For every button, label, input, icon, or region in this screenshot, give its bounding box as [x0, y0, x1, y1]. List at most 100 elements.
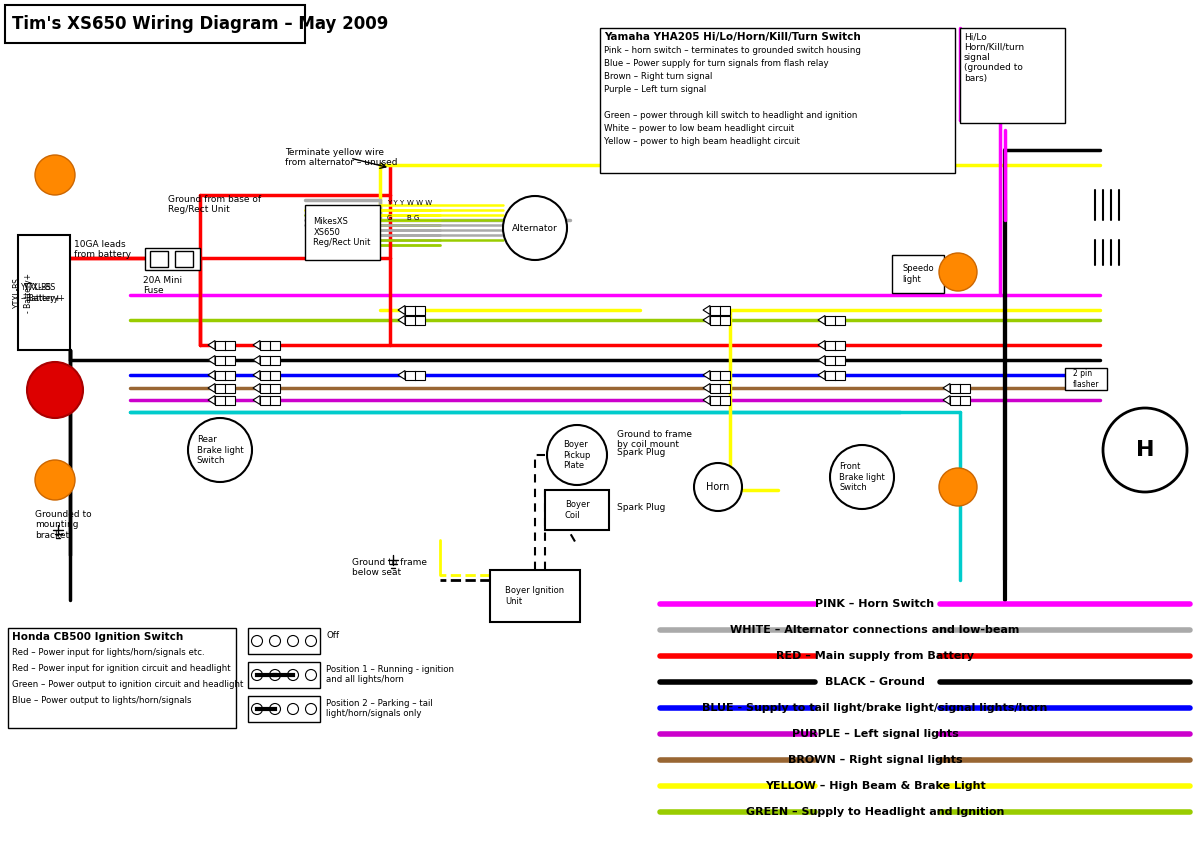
Text: Honda CB500 Ignition Switch: Honda CB500 Ignition Switch — [12, 632, 184, 642]
Polygon shape — [253, 371, 260, 379]
Text: Alternator: Alternator — [512, 223, 558, 233]
Circle shape — [252, 704, 263, 715]
Circle shape — [288, 636, 299, 647]
Text: YELLOW – High Beam & Brake Light: YELLOW – High Beam & Brake Light — [764, 781, 985, 791]
Text: Spark Plug: Spark Plug — [617, 503, 665, 512]
Bar — [215, 341, 235, 350]
Text: H: H — [1135, 440, 1154, 460]
Bar — [710, 395, 730, 405]
Circle shape — [306, 704, 317, 715]
Circle shape — [503, 196, 568, 260]
Circle shape — [830, 445, 894, 509]
Text: Terminate yellow wire
from alternator – unused: Terminate yellow wire from alternator – … — [286, 148, 397, 168]
Bar — [145, 248, 200, 270]
Text: YTXL-BS
- Battery+: YTXL-BS - Battery+ — [22, 283, 61, 303]
Bar — [305, 205, 380, 260]
Text: Spark Plug: Spark Plug — [617, 448, 665, 457]
Text: Red – Power input for ignition circuit and headlight: Red – Power input for ignition circuit a… — [12, 664, 230, 673]
Bar — [260, 384, 280, 393]
Bar — [215, 371, 235, 379]
Bar — [260, 371, 280, 379]
Bar — [826, 341, 845, 350]
Circle shape — [940, 468, 977, 506]
Bar — [248, 696, 320, 722]
Bar — [950, 384, 970, 393]
Bar — [260, 341, 280, 350]
Circle shape — [270, 669, 281, 680]
Polygon shape — [398, 305, 406, 314]
Circle shape — [35, 460, 76, 500]
Text: Boyer
Pickup
Plate: Boyer Pickup Plate — [563, 440, 590, 470]
Bar — [215, 384, 235, 393]
Bar — [406, 315, 425, 325]
Text: Position 1 – Running - ignition
and all lights/horn: Position 1 – Running - ignition and all … — [326, 665, 454, 685]
Circle shape — [940, 253, 977, 291]
Bar — [260, 395, 280, 405]
Text: Green – power through kill switch to headlight and ignition: Green – power through kill switch to hea… — [604, 111, 857, 120]
Bar — [960, 28, 1066, 123]
Circle shape — [28, 362, 83, 418]
Text: Position 2 – Parking – tail
light/horn/signals only: Position 2 – Parking – tail light/horn/s… — [326, 699, 433, 718]
Text: Grounded to
mounting
bracket: Grounded to mounting bracket — [35, 510, 91, 540]
Text: GREEN – Supply to Headlight and Ignition: GREEN – Supply to Headlight and Ignition — [746, 807, 1004, 817]
Polygon shape — [818, 371, 826, 379]
Bar — [600, 28, 955, 173]
Polygon shape — [703, 305, 710, 314]
Text: B G: B G — [407, 215, 419, 221]
Polygon shape — [703, 384, 710, 393]
Bar — [215, 356, 235, 364]
Text: BROWN – Right signal lights: BROWN – Right signal lights — [787, 755, 962, 765]
Circle shape — [306, 636, 317, 647]
Text: Front
Brake light
Switch: Front Brake light Switch — [839, 462, 884, 492]
Polygon shape — [253, 356, 260, 364]
Text: Ground from base of
Reg/Rect Unit: Ground from base of Reg/Rect Unit — [168, 195, 262, 214]
Polygon shape — [703, 371, 710, 379]
Bar — [826, 356, 845, 364]
Polygon shape — [208, 371, 215, 379]
Text: 2 pin
flasher: 2 pin flasher — [1073, 369, 1099, 389]
Text: W W W: W W W — [407, 200, 432, 206]
Polygon shape — [253, 384, 260, 393]
Polygon shape — [208, 341, 215, 350]
Bar — [18, 235, 70, 350]
Polygon shape — [818, 341, 826, 350]
Text: Y Y Y: Y Y Y — [388, 200, 404, 206]
Polygon shape — [943, 395, 950, 405]
Text: Blue – Power supply for turn signals from flash relay: Blue – Power supply for turn signals fro… — [604, 59, 829, 68]
Circle shape — [270, 636, 281, 647]
Text: Off: Off — [326, 631, 340, 640]
Circle shape — [694, 463, 742, 511]
Bar — [248, 662, 320, 688]
Text: Pink – horn switch – terminates to grounded switch housing: Pink – horn switch – terminates to groun… — [604, 46, 860, 55]
Polygon shape — [818, 315, 826, 325]
Circle shape — [288, 704, 299, 715]
Bar — [5, 5, 305, 43]
Text: 10GA leads
from battery: 10GA leads from battery — [74, 240, 131, 260]
Bar — [710, 305, 730, 314]
Text: Rear
Brake light
Switch: Rear Brake light Switch — [197, 435, 244, 464]
Polygon shape — [943, 384, 950, 393]
Polygon shape — [818, 356, 826, 364]
Text: Blue – Power output to lights/horn/signals: Blue – Power output to lights/horn/signa… — [12, 696, 192, 705]
Text: White – power to low beam headlight circuit: White – power to low beam headlight circ… — [604, 124, 794, 133]
Text: YTXL-BS
- Battery+: YTXL-BS - Battery+ — [13, 273, 32, 313]
Text: Hi/Lo
Horn/Kill/turn
signal
(grounded to
bars): Hi/Lo Horn/Kill/turn signal (grounded to… — [964, 32, 1024, 83]
Text: Boyer Ignition
Unit: Boyer Ignition Unit — [505, 586, 564, 606]
Text: Speedo
light: Speedo light — [902, 265, 934, 284]
Text: Tim's XS650 Wiring Diagram – May 2009: Tim's XS650 Wiring Diagram – May 2009 — [12, 15, 389, 33]
Text: WHITE – Alternator connections and low-beam: WHITE – Alternator connections and low-b… — [731, 625, 1020, 635]
Text: Purple – Left turn signal: Purple – Left turn signal — [604, 85, 707, 94]
Bar — [150, 251, 168, 267]
Circle shape — [270, 704, 281, 715]
Text: Ground to frame
by coil mount: Ground to frame by coil mount — [617, 430, 692, 449]
Text: Yellow – power to high beam headlight circuit: Yellow – power to high beam headlight ci… — [604, 137, 800, 146]
Circle shape — [547, 425, 607, 485]
Polygon shape — [398, 315, 406, 325]
Text: Horn: Horn — [707, 482, 730, 492]
Polygon shape — [253, 395, 260, 405]
Bar — [406, 305, 425, 314]
Polygon shape — [208, 356, 215, 364]
Bar — [406, 371, 425, 379]
Text: BLACK – Ground: BLACK – Ground — [826, 677, 925, 687]
Bar — [950, 395, 970, 405]
